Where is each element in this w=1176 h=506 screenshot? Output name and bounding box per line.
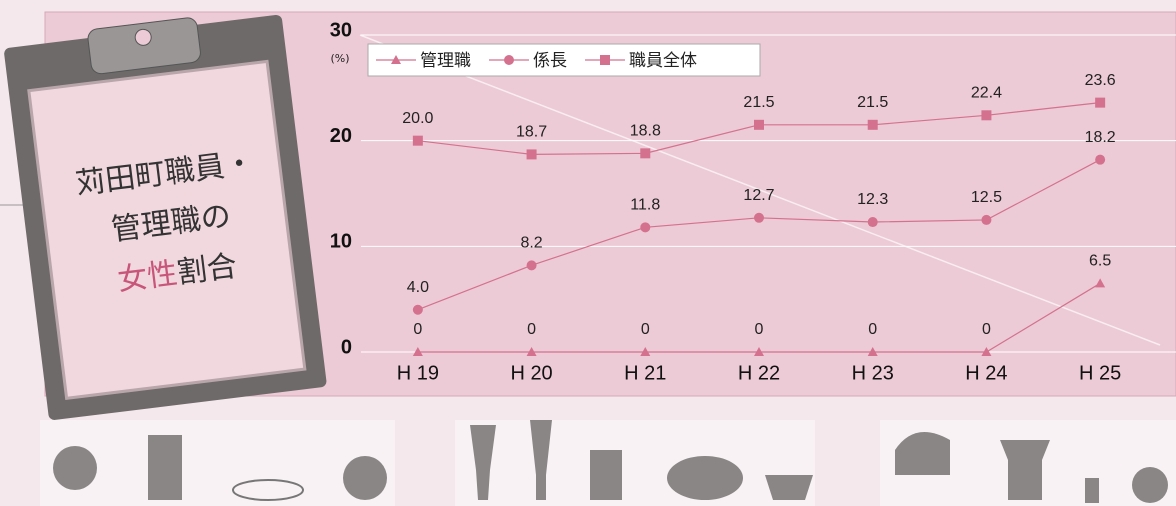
icon-muffin (53, 446, 97, 490)
value-label: 12.7 (743, 187, 774, 204)
value-label: 20.0 (402, 110, 433, 127)
value-label: 18.8 (630, 123, 661, 140)
value-label: 4.0 (407, 279, 429, 296)
marker (754, 120, 764, 130)
marker (1095, 155, 1105, 165)
y-tick-label: 30 (330, 19, 352, 41)
marker (981, 110, 991, 120)
title-highlight: 女性 (115, 256, 179, 298)
x-tick-label: H 24 (965, 362, 1007, 384)
legend-label: 係長 (533, 51, 567, 71)
marker (1095, 98, 1105, 108)
x-tick-label: H 21 (624, 362, 666, 384)
title-rest: 割合 (175, 248, 239, 290)
value-label: 0 (755, 321, 764, 338)
value-label: 21.5 (743, 94, 774, 111)
value-label: 11.8 (630, 197, 660, 214)
x-tick-label: H 19 (397, 362, 439, 384)
legend-label: 管理職 (420, 51, 471, 71)
value-label: 12.5 (971, 189, 1002, 206)
x-tick-label: H 20 (510, 362, 552, 384)
value-label: 21.5 (857, 94, 888, 111)
unit-label: (%) (330, 52, 349, 65)
icon-teacup (765, 475, 813, 500)
marker (600, 55, 610, 65)
x-tick-label: H 23 (852, 362, 894, 384)
value-label: 0 (527, 321, 536, 338)
legend: 管理職 係長 職員全体 (368, 44, 760, 76)
marker (504, 55, 514, 65)
marker (868, 120, 878, 130)
marker (527, 260, 537, 270)
icon-teapot (667, 456, 743, 500)
y-tick-label: 0 (341, 336, 352, 358)
icon-juice (148, 435, 182, 500)
y-tick-label: 20 (330, 125, 352, 147)
value-label: 0 (868, 321, 877, 338)
icons (40, 420, 1176, 506)
legend-label: 職員全体 (629, 51, 697, 71)
marker (640, 148, 650, 158)
icon-box (455, 420, 815, 506)
value-label: 12.3 (857, 191, 888, 208)
marker (868, 217, 878, 227)
icon-donut (343, 456, 387, 500)
icon-bib (1132, 467, 1168, 503)
value-label: 0 (413, 321, 422, 338)
value-label: 18.2 (1085, 129, 1116, 146)
icon-jug (590, 450, 622, 500)
clipboard: 苅田町職員・ 管理職の 女性割合 (3, 6, 328, 420)
icon-bottle (1085, 478, 1099, 503)
x-tick-label: H 22 (738, 362, 780, 384)
value-label: 0 (982, 321, 991, 338)
x-tick-label: H 25 (1079, 362, 1121, 384)
marker (981, 215, 991, 225)
marker (413, 305, 423, 315)
value-label: 0 (641, 321, 650, 338)
marker (413, 136, 423, 146)
marker (640, 222, 650, 232)
marker (754, 213, 764, 223)
value-label: 8.2 (520, 235, 542, 252)
marker (527, 149, 537, 159)
value-label: 22.4 (971, 85, 1002, 102)
value-label: 23.6 (1085, 72, 1116, 89)
value-label: 6.5 (1089, 253, 1111, 270)
chart: 0 10 20 30 (%) H 19 H 20 H 21 H 22 H 23 H 24 H 25 0 0… (0, 0, 1176, 506)
y-tick-label: 10 (330, 231, 352, 253)
value-label: 18.7 (516, 124, 547, 141)
